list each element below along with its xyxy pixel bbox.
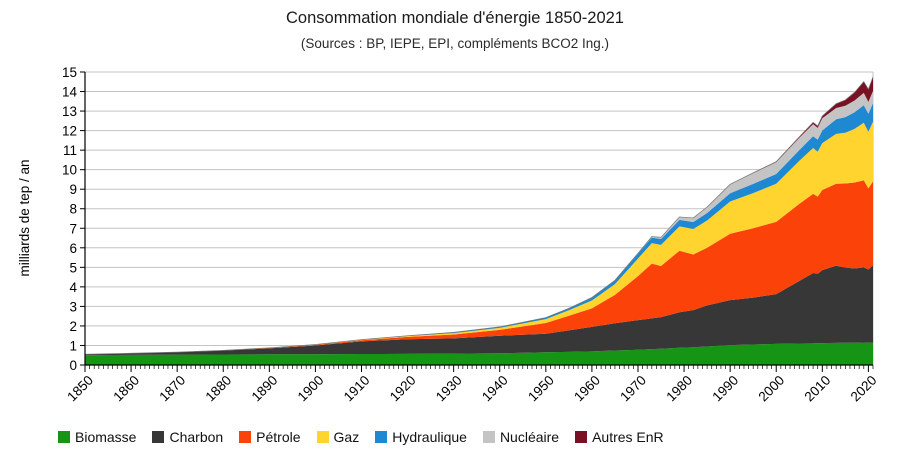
area-band-p-trole — [85, 180, 873, 355]
chart-title: Consommation mondiale d'énergie 1850-202… — [286, 9, 624, 27]
legend-item-charbon: Charbon — [152, 429, 223, 445]
x-tick-label: 1990 — [709, 373, 741, 405]
legend-item-p-trole: Pétrole — [239, 429, 301, 445]
x-tick-label: 1970 — [617, 373, 649, 405]
y-tick-label: 9 — [69, 182, 77, 197]
x-tick-label: 1980 — [663, 373, 695, 405]
y-tick-label: 15 — [62, 65, 77, 80]
y-tick-label: 14 — [62, 85, 78, 100]
legend-swatch — [239, 431, 252, 443]
legend-item-biomasse: Biomasse — [58, 429, 136, 445]
chart-legend: Biomasse Charbon Pétrole Gaz Hydraulique Nucl… — [58, 429, 664, 445]
legend-item-gaz: Gaz — [316, 429, 360, 445]
legend-label: Biomasse — [75, 429, 137, 445]
y-tick-label: 6 — [69, 241, 77, 256]
y-tick-label: 3 — [69, 299, 77, 314]
x-tick-label: 1940 — [479, 373, 511, 405]
area-band-biomasse — [85, 342, 873, 365]
x-tick-label: 1960 — [571, 373, 603, 405]
y-tick-label: 2 — [69, 319, 77, 334]
legend-label: Hydraulique — [392, 429, 467, 445]
legend-item-hydraulique: Hydraulique — [375, 429, 467, 445]
x-tick-label: 1910 — [341, 373, 373, 405]
legend-swatch — [152, 431, 165, 443]
y-tick-label: 10 — [62, 163, 77, 178]
y-tick-label: 1 — [69, 338, 77, 353]
x-tick-label: 2020 — [848, 373, 880, 405]
legend-item-nucl-aire: Nucléaire — [482, 429, 560, 445]
x-tick-label: 1930 — [433, 373, 465, 405]
x-tick-label: 1950 — [525, 373, 557, 405]
x-tick-label: 1900 — [295, 373, 327, 405]
legend-label: Nucléaire — [499, 429, 560, 445]
total-outline — [84, 76, 874, 355]
legend-swatch — [375, 431, 388, 443]
x-tick-label: 1920 — [387, 373, 419, 405]
area-band-gaz — [85, 121, 873, 355]
y-tick-label: 12 — [62, 124, 77, 139]
y-tick-label: 4 — [69, 280, 77, 295]
y-tick-label: 5 — [69, 260, 77, 275]
y-tick-label: 8 — [69, 202, 77, 217]
x-tick-label: 1880 — [203, 373, 235, 405]
x-tick-label: 1870 — [156, 373, 188, 405]
legend-item-autres-enr: Autres EnR — [575, 429, 664, 445]
y-tick-label: 11 — [63, 143, 77, 158]
legend-label: Charbon — [169, 429, 224, 445]
legend-swatch — [575, 431, 588, 443]
x-tick-label: 1860 — [110, 373, 142, 405]
x-tick-label: 2010 — [802, 373, 834, 405]
area-band-charbon — [85, 265, 873, 356]
x-tick-label: 2000 — [755, 373, 787, 405]
legend-label: Pétrole — [256, 429, 301, 445]
legend-swatch — [482, 431, 495, 443]
legend-swatch — [316, 431, 329, 443]
x-tick-label: 1850 — [64, 373, 96, 405]
x-tick-label: 1890 — [249, 373, 281, 405]
legend-swatch — [58, 431, 70, 443]
y-tick-label: 7 — [69, 221, 77, 236]
y-tick-label: 13 — [62, 104, 77, 119]
legend-label: Gaz — [333, 429, 360, 445]
chart-subtitle: (Sources : BP, IEPE, EPI, compléments BC… — [300, 36, 610, 51]
legend-label: Autres EnR — [592, 429, 664, 445]
y-tick-label: 0 — [69, 358, 77, 373]
